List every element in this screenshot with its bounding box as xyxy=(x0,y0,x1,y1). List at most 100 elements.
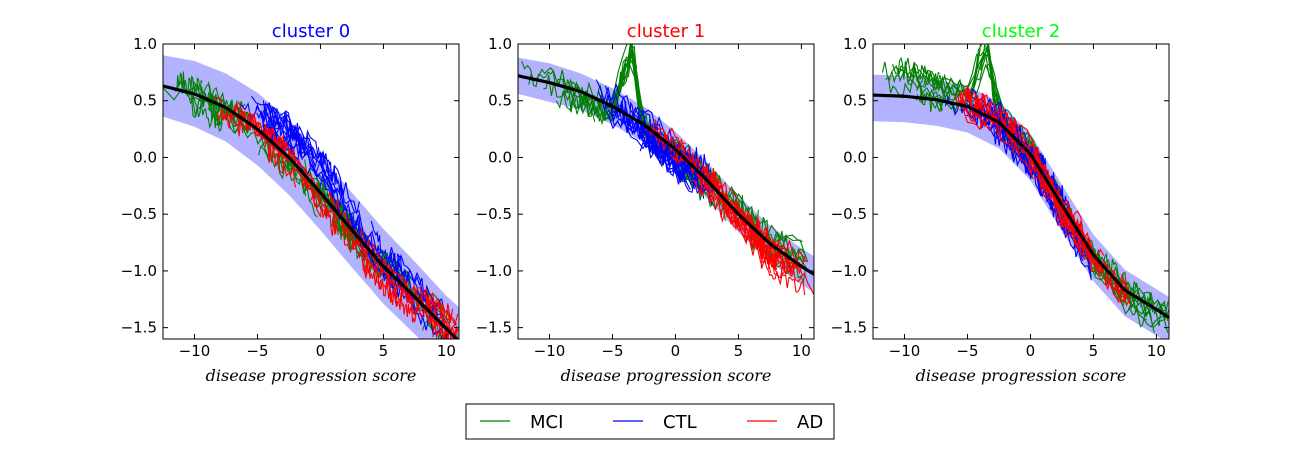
series-line-ctl xyxy=(264,111,331,176)
y-tick-label: 0.5 xyxy=(843,92,867,110)
legend-label-mci: MCI xyxy=(530,412,563,433)
chart-panel-cluster-1: cluster 1 disease progression score −10 −… xyxy=(476,21,815,385)
x-axis-label: disease progression score xyxy=(561,366,772,385)
series-line-mci xyxy=(207,99,239,128)
x-tick-label: 0 xyxy=(1026,342,1036,360)
y-tick-label: 0.0 xyxy=(133,148,157,166)
x-tick-label: −10 xyxy=(889,342,921,360)
series-line-ad xyxy=(341,221,368,255)
y-tick-label: 0.5 xyxy=(488,92,512,110)
plot-area xyxy=(518,44,814,296)
series-line-mci xyxy=(896,48,981,93)
series-line-ad xyxy=(309,192,339,236)
series-line-mci xyxy=(892,57,967,99)
x-tick-label: 10 xyxy=(1147,342,1166,360)
y-tick-label: 0.5 xyxy=(133,92,157,110)
series-line-ctl xyxy=(683,145,712,173)
series-line-ctl xyxy=(1036,146,1067,209)
series-line-mci xyxy=(774,252,807,284)
series-line-ctl xyxy=(595,79,648,129)
y-tick-label: −1.5 xyxy=(121,319,157,337)
panel-title: cluster 0 xyxy=(272,21,350,42)
series-line-mci xyxy=(1103,261,1166,315)
x-tick-label: 5 xyxy=(734,342,744,360)
series-line-ad xyxy=(760,250,806,296)
series-line-ctl xyxy=(615,107,703,191)
series-line-ad xyxy=(264,137,297,188)
series-line-ad xyxy=(216,108,244,137)
series-line-ad xyxy=(654,119,696,164)
series-line-ad xyxy=(1041,179,1090,254)
y-tick-label: −1.0 xyxy=(121,262,157,280)
series-line-ctl xyxy=(623,109,669,157)
series-line-mci xyxy=(770,235,808,262)
series-line-mci xyxy=(935,44,1006,119)
plot-frame xyxy=(162,43,460,340)
plot-area xyxy=(873,44,1169,339)
mean-curve xyxy=(873,93,1169,319)
legend-label-ad: AD xyxy=(797,412,823,433)
confidence-band xyxy=(518,57,814,293)
y-tick-label: −1.0 xyxy=(831,262,867,280)
x-tick-label: 5 xyxy=(379,342,389,360)
chart-panel-cluster-2: cluster 2 disease progression score −10 −… xyxy=(831,21,1170,385)
y-tick-label: −1.5 xyxy=(831,319,867,337)
series-line-ad xyxy=(966,85,1017,136)
y-tick-label: 1.0 xyxy=(488,35,512,53)
series-line-mci xyxy=(562,44,638,103)
chart-panel-cluster-0: cluster 0 disease progression score −10 −… xyxy=(121,21,460,385)
series-line-ad xyxy=(230,104,258,136)
y-tick-label: 0.0 xyxy=(843,148,867,166)
x-axis-label: disease progression score xyxy=(916,366,1127,385)
series-line-ctl xyxy=(396,253,445,311)
plot-frame xyxy=(517,43,815,340)
series-line-ad xyxy=(669,143,746,226)
series-line-mci xyxy=(191,98,223,133)
series-line-ad xyxy=(767,257,814,295)
x-axis-label: disease progression score xyxy=(206,366,417,385)
series-line-ad xyxy=(363,258,390,297)
x-tick-label: −10 xyxy=(179,342,211,360)
series-line-ad xyxy=(304,178,351,235)
mean-curve xyxy=(163,84,459,339)
series-line-mci xyxy=(1142,315,1169,333)
y-tick-label: 1.0 xyxy=(133,35,157,53)
series-line-ad xyxy=(713,179,801,270)
series-line-ad xyxy=(748,228,777,272)
series-line-ad xyxy=(728,187,806,267)
x-tick-label: 0 xyxy=(671,342,681,360)
panel-title: cluster 2 xyxy=(982,21,1060,42)
x-tick-label: 10 xyxy=(437,342,456,360)
series-line-ad xyxy=(339,223,392,295)
series-line-ad xyxy=(243,113,287,150)
series-line-mci xyxy=(881,61,951,98)
legend-frame xyxy=(465,403,835,440)
series-line-mci xyxy=(543,74,577,102)
x-tick-label: −5 xyxy=(246,342,268,360)
series-line-mci xyxy=(176,71,203,95)
series-line-ctl xyxy=(604,82,674,150)
y-tick-label: 0.0 xyxy=(488,148,512,166)
x-tick-label: −10 xyxy=(534,342,566,360)
panel-title: cluster 1 xyxy=(627,21,705,42)
x-tick-label: 10 xyxy=(792,342,811,360)
legend: MCI CTL AD xyxy=(465,403,835,440)
y-tick-label: 1.0 xyxy=(843,35,867,53)
y-tick-label: −0.5 xyxy=(476,205,512,223)
x-tick-label: −5 xyxy=(601,342,623,360)
series-line-ctl xyxy=(1000,133,1083,262)
series-line-ad xyxy=(963,93,1051,182)
series-line-mci xyxy=(1128,305,1155,333)
series-line-ad xyxy=(361,253,398,308)
plot-frame xyxy=(872,43,1170,340)
y-tick-label: −0.5 xyxy=(121,205,157,223)
y-tick-label: −0.5 xyxy=(831,205,867,223)
legend-label-ctl: CTL xyxy=(663,412,697,433)
series-line-ad xyxy=(1057,205,1131,305)
plot-area xyxy=(163,55,459,339)
y-tick-label: −1.5 xyxy=(476,319,512,337)
series-line-ad xyxy=(1061,217,1106,278)
series-line-ctl xyxy=(255,103,302,158)
x-tick-label: −5 xyxy=(956,342,978,360)
